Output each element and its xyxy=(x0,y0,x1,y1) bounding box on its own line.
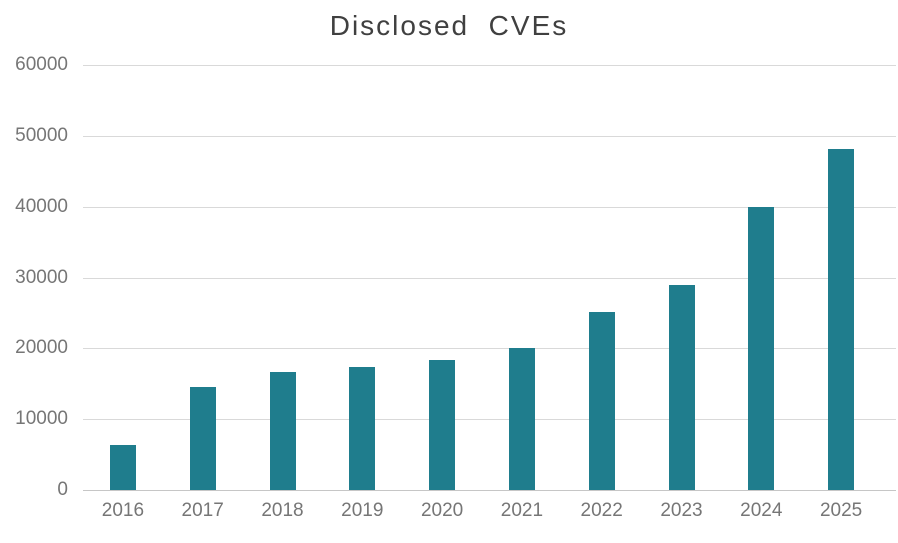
x-axis-line xyxy=(83,490,896,491)
x-tick-label: 2019 xyxy=(341,500,384,521)
bar-2016 xyxy=(109,444,136,490)
y-tick-label: 0 xyxy=(57,479,68,500)
gridline xyxy=(83,65,896,66)
gridline xyxy=(83,206,896,208)
x-tick-label: 2023 xyxy=(660,500,703,521)
chart-title: Disclosed CVEs xyxy=(329,10,569,41)
y-tick-label: 60000 xyxy=(15,54,68,75)
x-tick-label: 2022 xyxy=(580,500,623,521)
x-tick-label: 2024 xyxy=(740,500,783,521)
gridline xyxy=(83,135,896,137)
y-tick-label: 10000 xyxy=(15,408,68,430)
bar-2018 xyxy=(269,372,296,490)
gridline xyxy=(83,419,896,421)
x-tick-label: 2020 xyxy=(420,500,464,521)
y-tick-label: 50000 xyxy=(15,124,68,146)
x-tick-label: 2021 xyxy=(500,500,544,521)
gridline xyxy=(83,348,896,350)
y-tick-label: 30000 xyxy=(15,266,68,288)
y-tick-label: 20000 xyxy=(15,337,68,359)
bar-2023 xyxy=(668,285,695,490)
x-tick-label: 2016 xyxy=(101,500,145,521)
bar-2021 xyxy=(508,347,535,490)
x-tick-label: 2017 xyxy=(181,500,224,521)
bar-2019 xyxy=(349,367,376,490)
x-tick-label: 2025 xyxy=(819,500,863,521)
bar-2024 xyxy=(748,206,775,490)
y-tick-label: 40000 xyxy=(15,195,68,217)
bar-2025 xyxy=(828,149,855,490)
x-tick-label: 2018 xyxy=(261,500,304,521)
bar-2022 xyxy=(588,312,615,490)
bar-2020 xyxy=(429,359,456,490)
bar-2017 xyxy=(189,387,216,490)
gridline xyxy=(83,277,896,279)
